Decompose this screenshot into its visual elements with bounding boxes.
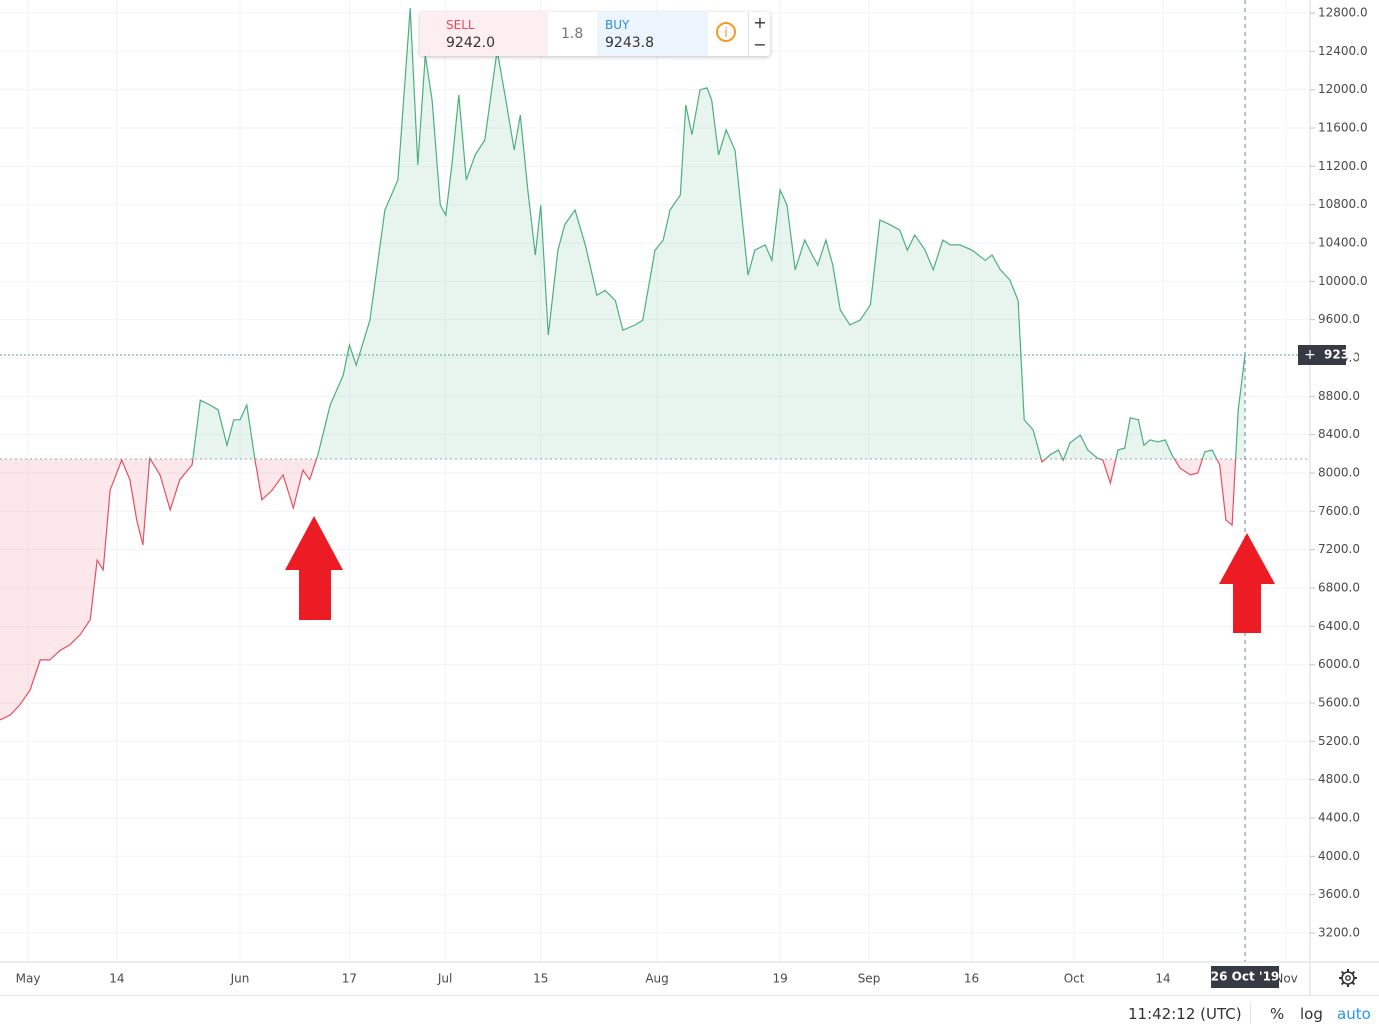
x-tick-label: Sep	[858, 972, 881, 986]
y-tick-label: 10400.0	[1318, 236, 1368, 250]
y-tick-label: 8800.0	[1318, 389, 1360, 403]
spread: 1.8	[561, 26, 584, 42]
plus-icon: +	[1304, 347, 1316, 363]
area-fill	[0, 8, 1246, 720]
last-price-box	[1298, 344, 1346, 365]
y-tick-label: 5200.0	[1318, 734, 1360, 748]
sell-label: SELL	[446, 18, 475, 32]
x-tick-label: May	[16, 972, 41, 986]
x-tick-label: Nov	[1274, 972, 1297, 986]
y-tick-label: 5600.0	[1318, 695, 1360, 709]
x-tick-label: 14	[1155, 972, 1170, 986]
x-tick-label: Jun	[230, 972, 250, 986]
crosshair-date-label: 26 Oct '19	[1211, 970, 1279, 984]
buy-price: 9243.8	[605, 35, 654, 51]
percent-toggle[interactable]: %	[1270, 1005, 1285, 1023]
y-tick-label: 10000.0	[1318, 274, 1368, 288]
x-tick-label: Aug	[645, 972, 668, 986]
x-tick-label: Oct	[1064, 972, 1085, 986]
red-arrow	[285, 516, 343, 620]
x-tick-label: 15	[533, 972, 548, 986]
y-tick-label: 12400.0	[1318, 44, 1368, 58]
sell-price: 9242.0	[446, 35, 495, 51]
y-tick-label: 6400.0	[1318, 619, 1360, 633]
x-tick-label: 19	[772, 972, 787, 986]
auto-toggle[interactable]: auto	[1337, 1005, 1371, 1023]
trade-toolbar: SELL 9242.0 1.8 BUY 9243.8 i + −	[420, 12, 770, 56]
crosshair-date-box	[1211, 966, 1280, 988]
clock: 11:42:12 (UTC)	[1128, 1005, 1242, 1023]
chart: 3200.0 3600.0 4000.0 4400.0 4800.0 5200.0 5600…	[0, 0, 1379, 995]
y-tick-label: 3600.0	[1318, 887, 1360, 901]
y-tick-label: 12000.0	[1318, 82, 1368, 96]
y-tick-label: 11200.0	[1318, 159, 1368, 173]
y-tick-label: 6000.0	[1318, 657, 1360, 671]
last-price-label: 9231.4	[1324, 347, 1370, 361]
y-tick-label: 11600.0	[1318, 121, 1368, 135]
y-tick-label: 12800.0	[1318, 6, 1368, 20]
y-tick-label: 4400.0	[1318, 810, 1360, 824]
y-tick-label: 7200.0	[1318, 542, 1360, 556]
log-toggle[interactable]: log	[1300, 1005, 1323, 1023]
y-tick-label: 8000.0	[1318, 465, 1360, 479]
separator	[1250, 1002, 1251, 1024]
y-tick-label: 9600.0	[1318, 312, 1360, 326]
red-arrow	[1219, 533, 1275, 633]
buy-label: BUY	[605, 18, 630, 32]
x-tick-label: 14	[109, 972, 124, 986]
x-tick-label: Jul	[437, 972, 452, 986]
sell-button[interactable]: SELL 9242.0	[420, 12, 548, 56]
y-tick-label: 8400.0	[1318, 427, 1360, 441]
x-tick-label: 17	[342, 972, 357, 986]
buy-button[interactable]: BUY 9243.8	[597, 12, 708, 56]
info-icon[interactable]: i	[716, 22, 736, 42]
plot-area	[0, 0, 1310, 962]
y-tick-label: 10800.0	[1318, 197, 1368, 211]
y-tick-label: 7600.0	[1318, 504, 1360, 518]
settings-icon[interactable]	[1339, 969, 1357, 987]
zoom-buttons[interactable]: + −	[748, 12, 771, 56]
status-bar: 11:42:12 (UTC) % log auto	[0, 995, 1379, 1032]
y-tick-label: 4000.0	[1318, 849, 1360, 863]
x-tick-label: 16	[964, 972, 979, 986]
axes: 3200.0 3600.0 4000.0 4400.0 4800.0 5200.0 5600…	[16, 6, 1370, 988]
grid	[0, 0, 1310, 962]
y-tick-label: 6800.0	[1318, 580, 1360, 594]
y-tick-label: 3200.0	[1318, 925, 1360, 939]
y-tick-label: 4800.0	[1318, 772, 1360, 786]
price-line	[0, 8, 1246, 721]
